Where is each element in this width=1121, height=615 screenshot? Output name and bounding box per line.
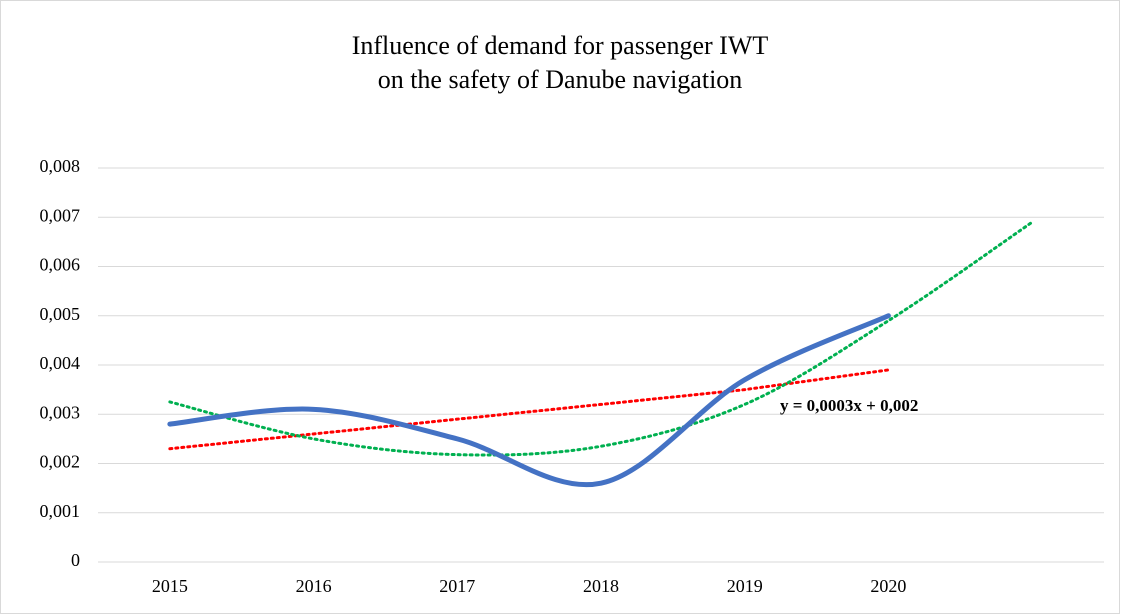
y-tick-label: 0,008 [40, 156, 81, 176]
x-tick-label: 2016 [296, 576, 332, 596]
data-line [167, 313, 891, 488]
y-tick-label: 0,006 [40, 255, 81, 275]
y-tick-label: 0,002 [40, 452, 81, 472]
trendline [168, 220, 1034, 457]
y-tick-label: 0,005 [40, 304, 81, 324]
chart-title: Influence of demand for passenger IWT [352, 31, 769, 60]
y-tick-label: 0,004 [40, 353, 81, 373]
x-tick-label: 2019 [727, 576, 763, 596]
trendline [168, 368, 890, 451]
x-tick-label: 2018 [583, 576, 619, 596]
y-tick-label: 0 [71, 550, 80, 570]
x-tick-label: 2020 [870, 576, 906, 596]
x-tick-label: 2015 [152, 576, 188, 596]
y-tick-label: 0,001 [40, 501, 81, 521]
y-tick-label: 0,007 [40, 205, 81, 225]
x-tick-label: 2017 [439, 576, 475, 596]
y-tick-label: 0,003 [40, 402, 81, 422]
trendline-equation: y = 0,0003x + 0,002 [780, 396, 918, 415]
chart-title: on the safety of Danube navigation [378, 65, 743, 94]
